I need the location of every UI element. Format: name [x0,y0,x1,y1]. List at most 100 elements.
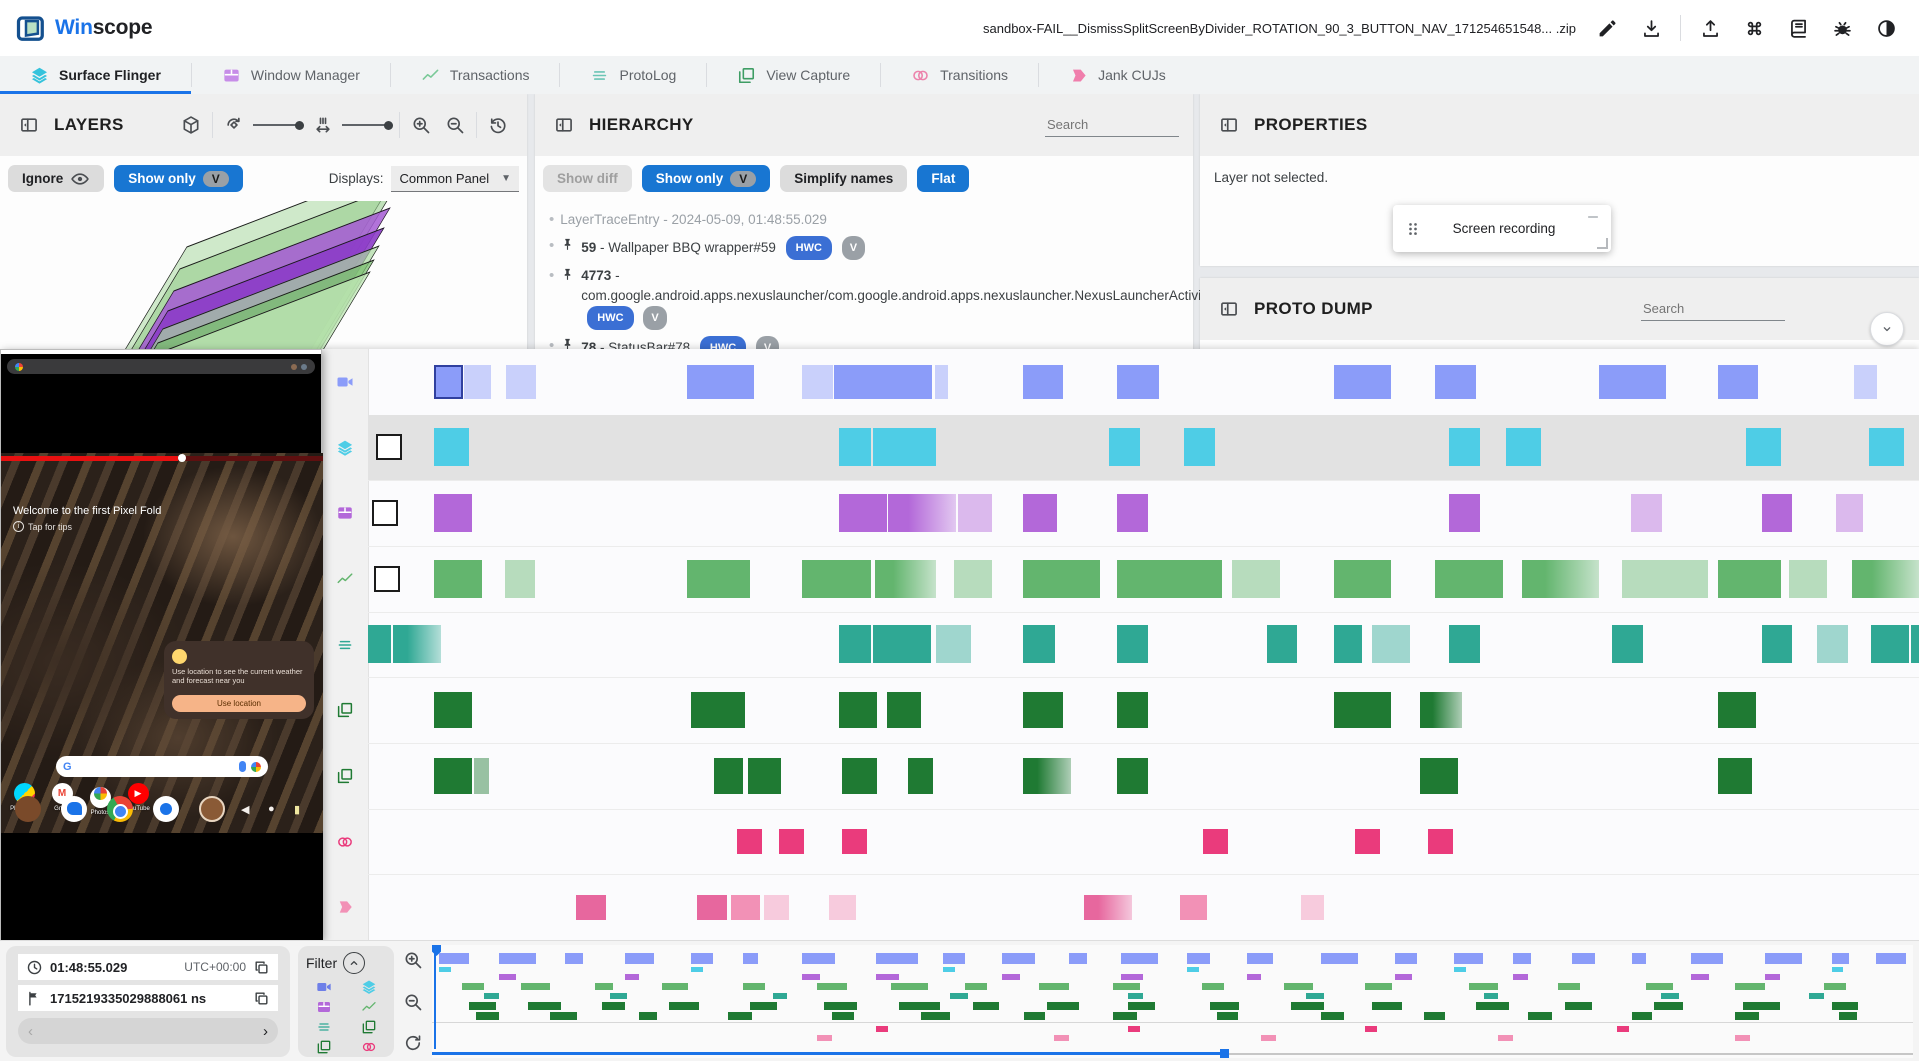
rotation-slider[interactable] [253,120,304,130]
mini-trace-block[interactable] [1024,1012,1046,1020]
trace-entry-block[interactable] [687,364,755,399]
trace-entry-block[interactable] [434,428,469,467]
mini-trace-block[interactable] [528,1002,561,1010]
reset-view-icon[interactable] [483,110,513,140]
trace-entry-block[interactable] [1788,559,1827,598]
mini-trace-block[interactable] [1824,983,1847,990]
trace-entry-block[interactable] [1420,692,1463,729]
timeline-cursor[interactable] [434,945,436,1049]
trace-entry-block[interactable] [736,828,762,854]
mini-trace-block[interactable] [691,953,714,964]
trace-entry-block[interactable] [1372,625,1411,664]
mini-trace-block[interactable] [772,993,788,999]
tab-jank-cujs[interactable]: Jank CUJs [1039,56,1196,94]
lens-icon[interactable] [251,761,261,772]
mini-trace-block[interactable] [668,1002,699,1010]
mini-trace-block[interactable] [831,1012,855,1020]
mini-trace-block[interactable] [1365,983,1392,990]
trace-entry-block[interactable] [1761,494,1793,533]
nav-back-button[interactable]: ◀ [241,804,250,816]
trace-entry-block[interactable] [829,894,856,920]
filter-transactions-icon[interactable] [361,999,377,1015]
mini-trace-block[interactable] [1653,1002,1684,1010]
trace-entry-block[interactable] [1448,428,1480,467]
trace-entry-block[interactable] [1301,894,1325,920]
current-entry-marker[interactable] [372,500,399,527]
filter-transitions-icon[interactable] [361,1039,377,1055]
trace-entry-block[interactable] [1448,625,1480,664]
mini-trace-block[interactable] [750,1002,778,1010]
trace-entry-block[interactable] [1871,625,1910,664]
trace-entry-block[interactable] [393,625,442,664]
mini-trace-block[interactable] [1513,974,1528,980]
trace-entry-block[interactable] [873,625,931,664]
mini-trace-block[interactable] [876,1026,889,1032]
mini-trace-block[interactable] [942,953,966,964]
mini-trace-block[interactable] [1365,1026,1377,1032]
mic-icon[interactable] [239,761,246,772]
mini-trace-block[interactable] [1831,967,1844,972]
trace-entry-block[interactable] [953,559,993,598]
next-entry-button[interactable]: › [263,1022,268,1040]
mini-trace-block[interactable] [1616,1026,1629,1032]
current-entry-marker[interactable] [374,565,401,592]
tab-transitions[interactable]: Transitions [881,56,1038,94]
trace-entry-block[interactable] [434,559,483,598]
mini-trace-block[interactable] [1764,974,1780,980]
trace-entry-block[interactable] [838,494,887,533]
filter-view-capture-2-icon[interactable] [316,1039,332,1055]
pin-icon[interactable] [560,237,575,252]
tree-row[interactable]: • LayerTraceEntry - 2024-05-09, 01:48:55.… [549,207,1183,233]
mini-trace-block[interactable] [1320,953,1358,964]
mini-trace-block[interactable] [1476,1002,1509,1010]
resize-handle[interactable] [1597,238,1608,249]
upload-icon[interactable] [1693,11,1727,45]
mini-trace-block[interactable] [1735,1035,1751,1041]
trace-entry-block[interactable] [886,692,922,729]
download-icon[interactable] [1634,11,1668,45]
use-location-button[interactable]: Use location [172,695,306,712]
timeline-zoom-in-icon[interactable] [398,945,428,975]
trace-entry-block[interactable] [936,625,971,664]
mini-trace-block[interactable] [498,953,536,964]
pencil-icon[interactable] [1590,11,1624,45]
mini-trace-block[interactable] [1128,993,1143,999]
trace-entry-block[interactable] [763,894,789,920]
simplify-names-button[interactable]: Simplify names [780,165,908,192]
mini-trace-block[interactable] [1113,1012,1137,1020]
trace-entry-block[interactable] [1203,828,1229,854]
trace-entry-block[interactable] [1851,559,1919,598]
trace-entry-block[interactable] [1333,625,1363,664]
trace-entry-block[interactable] [838,625,872,664]
minimize-icon[interactable] [1585,209,1601,225]
mini-timeline[interactable] [432,945,1913,1058]
app-photos[interactable]: Photos [81,783,119,816]
show-only-v-button[interactable]: Show only V [114,165,243,192]
mini-trace-block[interactable] [1809,993,1825,999]
trace-entry-block[interactable] [1506,428,1541,467]
mini-trace-block[interactable] [1564,1002,1592,1010]
copy-time-button[interactable] [253,959,270,976]
filter-protolog-icon[interactable] [316,1019,332,1035]
mini-trace-block[interactable] [439,953,469,964]
mini-trace-block[interactable] [1572,953,1595,964]
trace-entry-block[interactable] [1116,494,1148,533]
trace-entry-block[interactable] [1521,559,1599,598]
show-diff-button[interactable]: Show diff [543,165,632,192]
mini-trace-block[interactable] [1838,1012,1857,1020]
mini-trace-block[interactable] [609,993,628,999]
mini-trace-block[interactable] [1735,1012,1759,1020]
trace-entry-block[interactable] [434,692,473,729]
filter-window-manager-icon[interactable] [316,999,332,1015]
mini-trace-block[interactable] [1453,967,1466,972]
app-youtube[interactable]: ▶ YouTube [119,783,157,812]
trace-entry-block[interactable] [1022,364,1064,399]
trace-entry-block[interactable] [1084,894,1133,920]
trace-entry-block[interactable] [1911,625,1919,664]
mini-trace-block[interactable] [1002,953,1035,964]
mini-trace-block[interactable] [602,1002,625,1010]
mini-trace-block[interactable] [1283,983,1314,990]
mini-trace-block[interactable] [1187,953,1210,964]
mini-trace-block[interactable] [891,983,929,990]
dock-app-icon[interactable] [199,796,225,822]
